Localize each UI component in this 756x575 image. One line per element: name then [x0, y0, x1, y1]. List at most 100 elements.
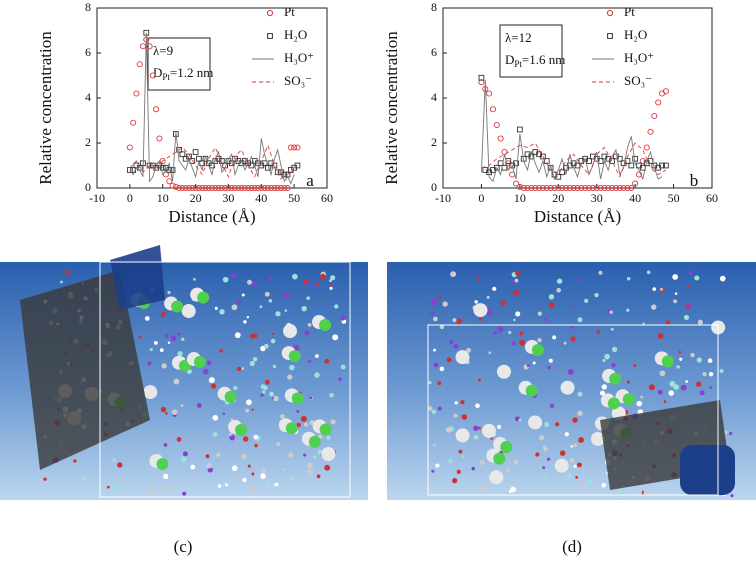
atom: [601, 384, 607, 390]
atom: [149, 347, 153, 352]
atom: [251, 408, 254, 411]
atom: [497, 326, 504, 333]
atom: [234, 332, 241, 339]
atom: [273, 395, 279, 402]
x-tick-label: 50: [288, 191, 300, 205]
legend-label: SO₃⁻: [284, 73, 312, 88]
atom: [163, 443, 168, 447]
atom: [609, 310, 613, 314]
sphere: [193, 356, 206, 369]
pt-point: [261, 184, 268, 192]
pt-point: [185, 184, 193, 192]
atom: [556, 287, 561, 293]
pt-point: [562, 184, 570, 192]
panel-label: b: [690, 171, 699, 190]
atom: [252, 357, 258, 362]
atom: [177, 351, 183, 357]
atom: [324, 464, 331, 471]
atom: [652, 287, 657, 291]
pt-point: [281, 184, 288, 192]
atom: [587, 478, 593, 484]
atom: [326, 435, 331, 440]
atom: [430, 311, 435, 316]
pt-point: [222, 184, 229, 192]
atom: [270, 338, 276, 344]
atom: [537, 311, 542, 316]
atom: [289, 475, 295, 481]
sphere: [308, 435, 321, 448]
atom: [475, 403, 480, 409]
series-line: [481, 142, 667, 178]
atom: [165, 412, 168, 415]
sphere: [285, 422, 298, 435]
atom: [254, 443, 258, 448]
atom: [577, 317, 583, 323]
h2o-point: [294, 162, 301, 169]
annotation-part: D: [153, 65, 162, 80]
atom: [513, 318, 516, 322]
pt-point: [133, 90, 140, 97]
atom: [611, 363, 616, 368]
atom: [219, 349, 223, 353]
sphere: [493, 452, 506, 465]
atom: [513, 290, 519, 296]
atom: [519, 331, 524, 336]
atom: [303, 453, 307, 457]
pt-point: [651, 112, 658, 120]
atom: [696, 357, 702, 363]
atom: [569, 458, 575, 463]
sim-box: [99, 261, 351, 498]
atom: [697, 319, 703, 325]
atom: [317, 449, 323, 455]
atom: [285, 489, 289, 493]
atom: [584, 298, 589, 303]
atom: [435, 463, 440, 468]
x-tick-label: 40: [629, 191, 641, 205]
atom: [448, 458, 453, 464]
atom: [707, 358, 713, 364]
atom: [301, 305, 307, 312]
h2o-point: [493, 164, 500, 171]
atom: [672, 274, 679, 280]
pt-point: [231, 184, 239, 192]
atom: [570, 445, 573, 448]
series-line: [480, 79, 663, 183]
pt-point: [139, 43, 147, 50]
atom: [573, 464, 577, 468]
atom: [306, 296, 310, 300]
atom: [602, 358, 606, 362]
atom: [212, 414, 219, 421]
atom: [646, 270, 651, 275]
atom: [304, 330, 310, 336]
atom: [478, 317, 483, 321]
atom: [686, 305, 690, 309]
legend-label: H₃O⁺: [624, 50, 654, 65]
atom: [688, 270, 693, 275]
annotation: DPt=1.2 nm: [153, 65, 213, 82]
sphere: [319, 423, 332, 436]
pt-point: [501, 148, 508, 156]
atom: [117, 462, 123, 468]
pt-point: [532, 184, 539, 192]
atom: [478, 426, 482, 430]
h2o-point: [271, 162, 278, 169]
atom: [492, 286, 497, 291]
atom: [690, 352, 695, 358]
pt-point: [524, 184, 531, 192]
pt-point: [225, 184, 232, 192]
pt-point: [179, 184, 186, 192]
atom: [249, 486, 256, 493]
pt-point: [264, 184, 271, 192]
atom: [508, 330, 512, 335]
legend-label: Pt: [624, 4, 635, 19]
atom: [259, 305, 263, 309]
atom: [180, 456, 187, 463]
atom: [479, 460, 485, 466]
atom: [546, 457, 551, 461]
y-tick-label: 4: [431, 90, 437, 104]
atom: [268, 276, 273, 280]
y-tick-label: 6: [85, 45, 91, 59]
pt-point: [136, 61, 143, 68]
atom: [43, 477, 47, 481]
atom: [640, 395, 644, 399]
